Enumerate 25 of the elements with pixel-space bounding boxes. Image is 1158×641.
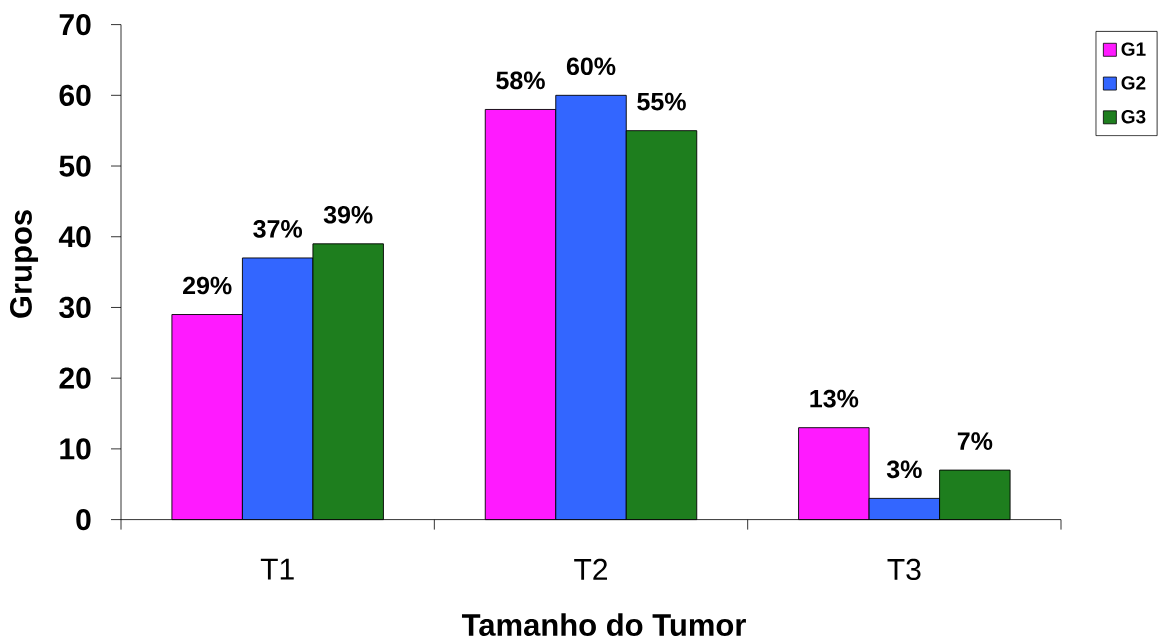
legend-label: G2 — [1121, 76, 1146, 90]
y-tick-label: 10 — [60, 438, 91, 460]
y-tick-label: 0 — [76, 508, 91, 531]
data-label: 39% — [323, 205, 373, 224]
y-tick-label: 60 — [59, 84, 91, 106]
data-label: 3% — [886, 460, 922, 479]
y-tick-label: 30 — [59, 296, 91, 319]
data-label: 7% — [957, 432, 993, 450]
y-tick-label: 50 — [59, 155, 91, 177]
data-label: 55% — [637, 92, 686, 111]
y-tick-label: 70 — [59, 13, 91, 36]
x-tick-label: T3 — [887, 558, 921, 581]
y-tick-label: 20 — [59, 367, 91, 389]
legend-label: G3 — [1121, 109, 1146, 124]
data-label: 13% — [810, 389, 859, 408]
y-tick-label: 40 — [58, 226, 91, 248]
data-label: 60% — [566, 57, 616, 76]
x-tick-label: T2 — [574, 558, 608, 580]
x-axis-title: Tamanho do Tumor — [461, 613, 746, 636]
legend-label: G1 — [1121, 42, 1146, 56]
data-label: 37% — [253, 220, 303, 238]
data-label: 58% — [496, 71, 545, 90]
data-label: 29% — [183, 276, 232, 295]
x-tick-label: T1 — [260, 558, 294, 580]
y-axis-title: Grupos — [9, 210, 39, 318]
